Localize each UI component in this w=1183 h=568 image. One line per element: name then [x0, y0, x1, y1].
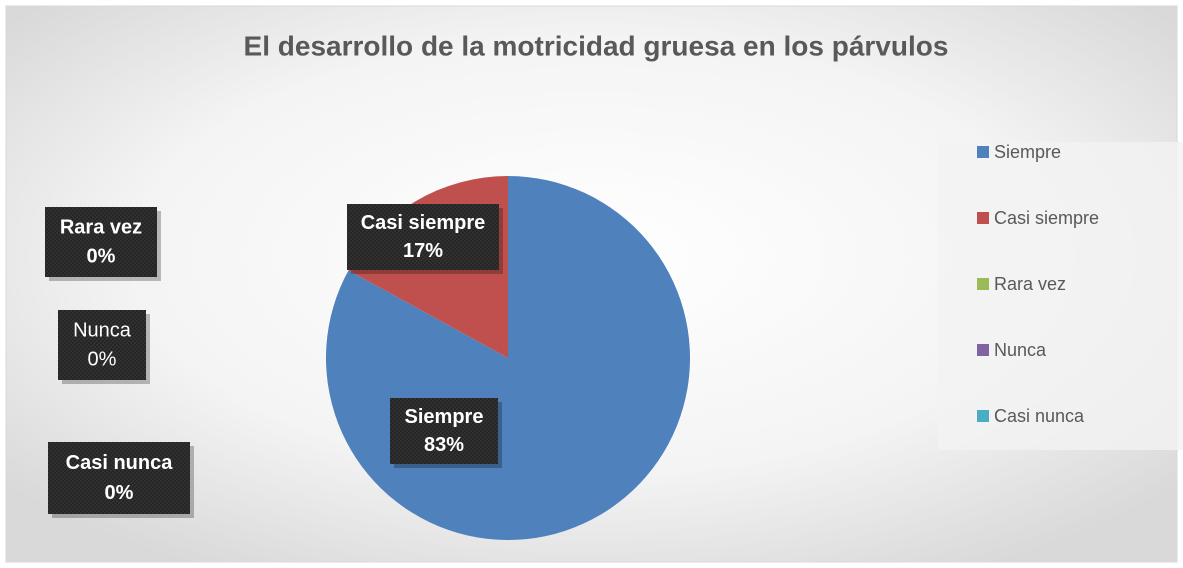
legend-swatch [977, 278, 989, 290]
chart-title: El desarrollo de la motricidad gruesa en… [244, 30, 949, 61]
data-label-box [45, 207, 157, 277]
data-label-value: 83% [424, 434, 464, 456]
data-label-box [347, 204, 499, 270]
legend-label: Siempre [994, 142, 1061, 162]
data-label-category: Siempre [405, 406, 484, 428]
legend-background [938, 142, 1183, 450]
data-label-box [390, 398, 498, 464]
data-label-category: Nunca [73, 319, 132, 341]
data-label-value: 0% [105, 482, 134, 504]
data-label-value: 0% [87, 246, 116, 268]
data-label-category: Casi nunca [66, 452, 174, 474]
legend-swatch [977, 344, 989, 356]
legend-label: Rara vez [994, 274, 1066, 294]
data-label-category: Rara vez [60, 216, 142, 238]
data-label-value: 17% [403, 240, 443, 262]
data-label-value: 0% [88, 349, 117, 371]
legend-label: Casi nunca [994, 406, 1085, 426]
legend-label: Casi siempre [994, 208, 1099, 228]
data-label-category: Casi siempre [361, 212, 486, 234]
legend-label: Nunca [994, 340, 1047, 360]
data-label-box [48, 442, 190, 514]
legend-swatch [977, 212, 989, 224]
data-label-box [58, 310, 146, 380]
legend-swatch [977, 146, 989, 158]
legend-swatch [977, 410, 989, 422]
